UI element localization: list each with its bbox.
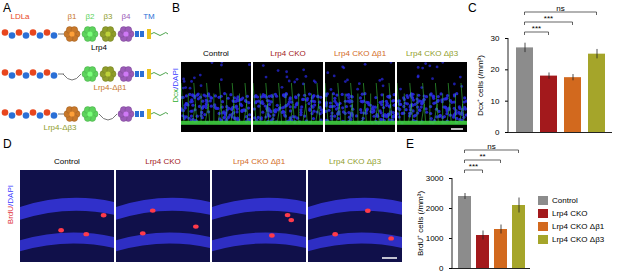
html-text:Lrp4 CKO Δβ1: Lrp4 CKO Δβ1 [552,222,605,231]
svg-text:BrdU⁺ cells (/mm³): BrdU⁺ cells (/mm³) [416,191,425,257]
html-text:Dcx: Dcx [171,88,180,103]
svg-text:TM: TM [143,12,155,21]
html-text:B: B [172,1,180,15]
html-text:C: C [468,1,477,15]
html-text:Lrp4 CKO Δβ1: Lrp4 CKO Δβ1 [333,49,387,58]
svg-text:10: 10 [491,97,500,106]
svg-text:Lrp4-Δβ1: Lrp4-Δβ1 [93,83,127,92]
html-text:A: A [3,1,11,15]
svg-text:***: *** [532,24,541,33]
svg-text:20: 20 [491,65,500,74]
html-text:Control: Control [552,196,578,205]
svg-text:***: *** [544,14,553,23]
svg-text:Lrp4-Δβ3: Lrp4-Δβ3 [43,123,77,132]
svg-text:3000: 3000 [426,174,444,183]
svg-text:Dcx⁺ cells (/mm³): Dcx⁺ cells (/mm³) [476,55,485,116]
svg-text:0: 0 [495,128,500,137]
html-text:D: D [3,137,12,151]
svg-text:LDLa: LDLa [10,12,30,21]
html-text:Lrp4 CKO: Lrp4 CKO [145,157,181,166]
svg-text:β2: β2 [85,12,95,21]
svg-text:1000: 1000 [426,234,444,243]
svg-text:**: ** [479,152,485,161]
html-text:Lrp4 CKO Δβ3: Lrp4 CKO Δβ3 [552,235,605,244]
html-text:Lrp4 CKO Δβ1: Lrp4 CKO Δβ1 [232,157,286,166]
html-text:Control: Control [54,157,80,166]
html-text:/DAPI: /DAPI [6,185,15,206]
svg-text:30: 30 [491,34,500,43]
html-text:E: E [406,137,414,151]
html-text:Lrp4 CKO: Lrp4 CKO [270,49,306,58]
html-text:Control: Control [203,49,229,58]
svg-text:β4: β4 [121,12,131,21]
html-text:Lrp4 CKO Δβ3: Lrp4 CKO Δβ3 [405,49,459,58]
svg-text:β3: β3 [103,12,113,21]
html-text:BrdU: BrdU [6,205,15,225]
svg-text:β1: β1 [67,12,77,21]
svg-text:***: *** [469,162,478,171]
svg-text:Lrp4: Lrp4 [91,43,108,52]
svg-text:2000: 2000 [426,204,444,213]
html-text:Lrp4 CKO: Lrp4 CKO [552,209,588,218]
svg-text:0: 0 [439,264,444,273]
html-text:/DAPI: /DAPI [171,68,180,89]
svg-text:ns: ns [556,4,564,13]
svg-text:ns: ns [487,142,495,151]
html-text:Lrp4 CKO Δβ3: Lrp4 CKO Δβ3 [328,157,382,166]
